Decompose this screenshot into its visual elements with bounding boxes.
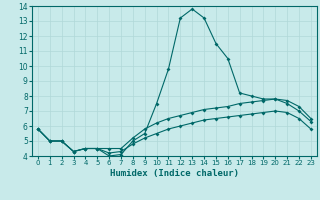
X-axis label: Humidex (Indice chaleur): Humidex (Indice chaleur) <box>110 169 239 178</box>
